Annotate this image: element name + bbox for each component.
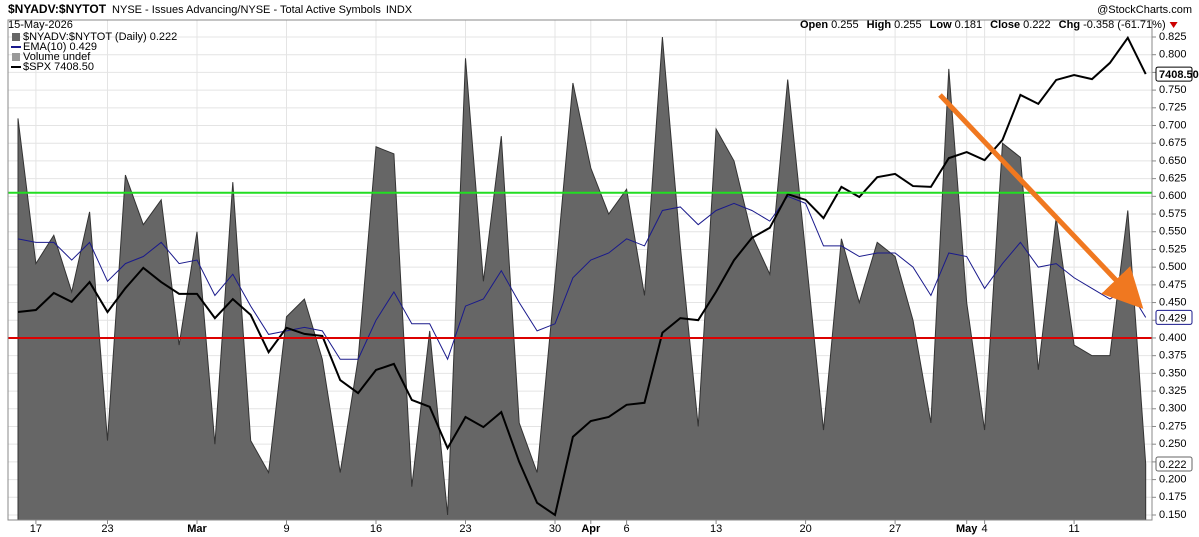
x-tick-label: May (956, 523, 978, 535)
x-tick-label: 4 (982, 523, 988, 535)
x-tick-label: 9 (283, 523, 289, 535)
y-tick-label: 0.350 (1159, 367, 1187, 379)
value-tag: 0.222 (1159, 459, 1187, 471)
y-tick-label: 0.300 (1159, 403, 1187, 415)
y-tick-label: 0.450 (1159, 296, 1187, 308)
legend-label: Volume undef (23, 51, 91, 63)
line (17, 195, 1147, 361)
y-tick-label: 0.250 (1159, 438, 1187, 450)
down-triangle (1169, 22, 1178, 28)
y-tick-label: 0.650 (1159, 155, 1187, 167)
x-tick-label: Mar (187, 523, 207, 535)
plot-frame (7, 19, 1153, 521)
y-tick-label: 0.800 (1159, 49, 1187, 61)
x-tick-label: 13 (710, 523, 722, 535)
y-tick-label: 0.200 (1159, 473, 1187, 485)
x-tick-label: 23 (459, 523, 471, 535)
legend-label: $NYADV:$NYTOT (Daily) 0.222 (23, 31, 177, 43)
y-tick-label: 0.825 (1159, 31, 1187, 43)
legend-label: $SPX 7408.50 (23, 61, 94, 73)
legend-swatch (12, 33, 20, 41)
y-tick-label: 0.500 (1159, 261, 1187, 273)
x-tick-label: 27 (889, 523, 901, 535)
y-tick-label: 0.475 (1159, 279, 1187, 291)
legend-label: EMA(10) 0.429 (23, 41, 97, 53)
stat-value: 0.181 (955, 19, 983, 31)
value-tag: 0.429 (1159, 312, 1187, 324)
x-tick-label: 23 (101, 523, 113, 535)
y-tick-label: 0.525 (1159, 243, 1187, 255)
value-tag-box (1155, 66, 1193, 82)
y-tick-label: 0.325 (1159, 385, 1187, 397)
legend-swatch (12, 53, 20, 61)
y-tick-label: 0.150 (1159, 509, 1187, 521)
x-tick-label: 30 (549, 523, 561, 535)
symbol: $NYADV:$NYTOT (8, 2, 107, 16)
stat-label: Chg (1059, 19, 1080, 31)
x-tick-label: 17 (30, 523, 42, 535)
stat-label: High (867, 19, 892, 31)
x-tick-label: 20 (799, 523, 811, 535)
description: NYSE - Issues Advancing/NYSE - Total Act… (112, 4, 381, 16)
annotation-arrow (938, 93, 1144, 309)
x-tick-label: 16 (370, 523, 382, 535)
y-tick-label: 0.575 (1159, 208, 1187, 220)
x-tick-label: Apr (581, 523, 601, 535)
stat-value: 0.255 (831, 19, 859, 31)
stat-label: Low (930, 19, 952, 31)
value-tag-box (1155, 309, 1193, 325)
area (17, 36, 1147, 521)
stat-value: 0.255 (894, 19, 922, 31)
y-tick-label: 0.700 (1159, 119, 1187, 131)
plot-area (8, 20, 1152, 521)
line (17, 35, 1147, 517)
x-tick-label: 6 (624, 523, 630, 535)
value-tag-box (1155, 456, 1193, 472)
stat-label: Open (800, 19, 828, 31)
stat-value: -0.358 (-61.71%) (1083, 19, 1166, 31)
exchange: INDX (386, 4, 413, 16)
y-tick-label: 0.750 (1159, 84, 1187, 96)
stat-value: 0.222 (1023, 19, 1051, 31)
y-tick-label: 0.725 (1159, 102, 1187, 114)
y-tick-label: 0.600 (1159, 190, 1187, 202)
y-tick-label: 0.675 (1159, 137, 1187, 149)
y-tick-label: 0.275 (1159, 420, 1187, 432)
value-tag: 7408.50 (1159, 69, 1199, 81)
y-tick-label: 0.375 (1159, 350, 1187, 362)
y-tick-label: 0.400 (1159, 332, 1187, 344)
date: 15-May-2026 (8, 19, 73, 31)
source: @StockCharts.com (1097, 4, 1192, 16)
y-tick-label: 0.625 (1159, 173, 1187, 185)
y-tick-label: 0.175 (1159, 491, 1187, 503)
stat-label: Close (990, 19, 1020, 31)
y-tick-label: 0.550 (1159, 226, 1187, 238)
x-tick-label: 11 (1068, 523, 1079, 535)
